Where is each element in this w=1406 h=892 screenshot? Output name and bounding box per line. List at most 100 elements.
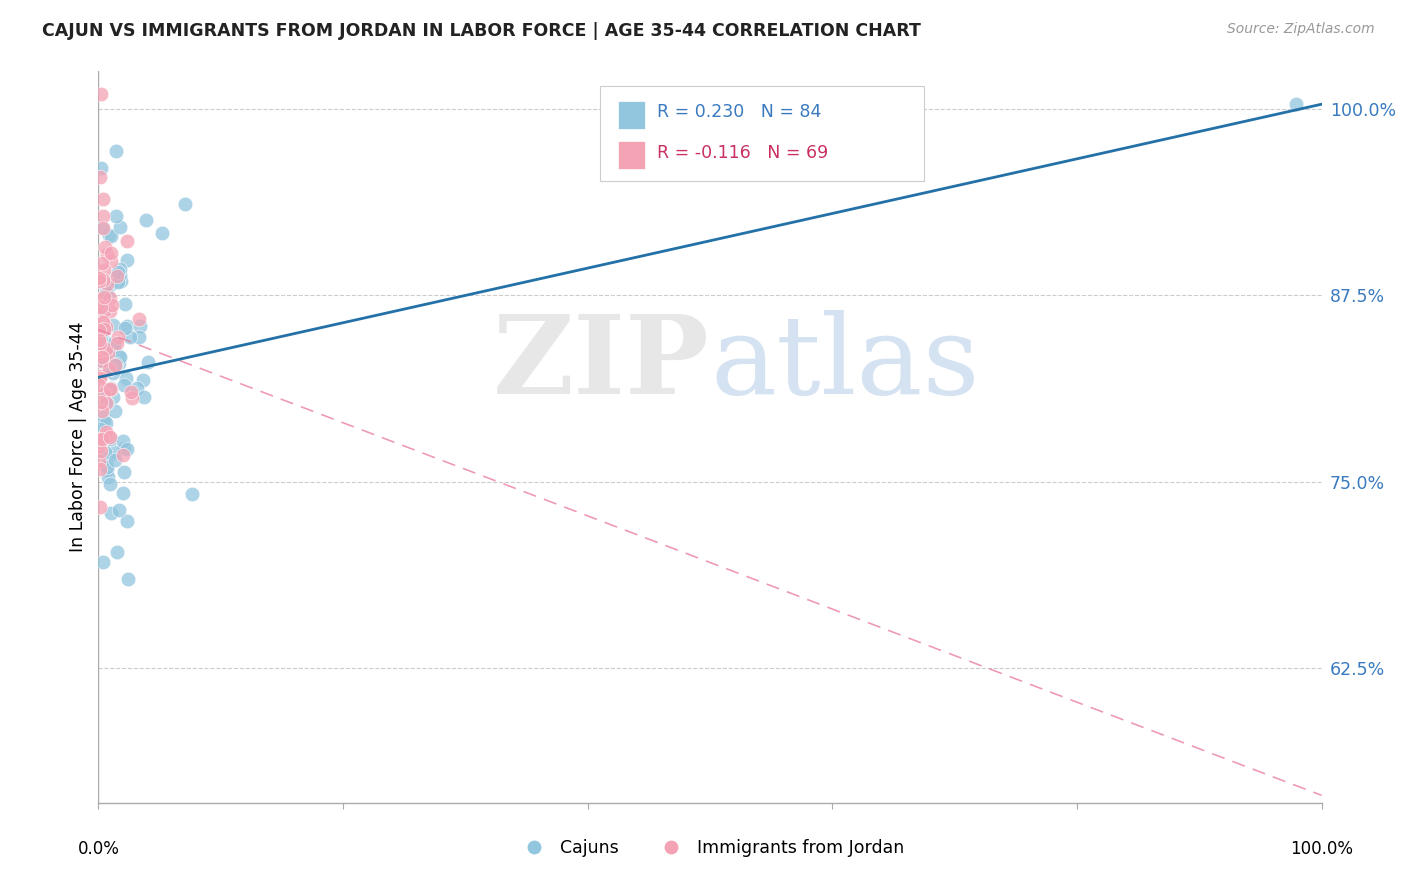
Point — [108, 220, 131, 235]
Point — [93, 322, 115, 336]
Point — [96, 396, 118, 410]
Point — [89, 170, 111, 185]
Point — [1285, 97, 1308, 112]
Point — [90, 328, 112, 343]
Point — [89, 440, 111, 454]
Point — [87, 432, 110, 446]
Point — [87, 439, 110, 453]
Point — [132, 374, 155, 388]
Point — [115, 370, 138, 384]
Point — [93, 387, 115, 401]
Point — [110, 274, 132, 288]
Point — [105, 545, 128, 559]
Point — [100, 380, 122, 394]
Point — [115, 253, 138, 268]
Point — [87, 299, 110, 313]
Point — [101, 318, 124, 332]
Point — [96, 459, 118, 474]
Point — [117, 234, 139, 248]
Point — [98, 361, 121, 376]
Point — [91, 351, 114, 365]
Point — [114, 297, 136, 311]
Point — [91, 440, 114, 454]
Point — [90, 334, 112, 348]
Point — [94, 425, 117, 439]
Point — [93, 410, 115, 425]
Point — [98, 382, 121, 396]
Point — [94, 445, 117, 459]
Point — [110, 268, 132, 283]
Point — [93, 263, 115, 277]
Point — [120, 330, 142, 344]
Point — [128, 311, 150, 326]
Point — [90, 444, 112, 458]
Point — [103, 453, 125, 467]
Point — [90, 395, 112, 409]
Point — [108, 350, 131, 364]
Point — [108, 355, 131, 369]
Point — [105, 336, 128, 351]
Point — [89, 368, 111, 383]
Point — [91, 340, 114, 354]
Point — [103, 336, 125, 351]
Point — [87, 435, 110, 450]
Point — [108, 349, 131, 363]
Point — [93, 290, 115, 304]
Point — [93, 414, 115, 428]
Point — [91, 273, 114, 287]
Point — [93, 304, 115, 318]
Point — [104, 358, 127, 372]
Point — [98, 291, 121, 305]
Point — [112, 465, 135, 479]
Point — [100, 246, 122, 260]
Legend: Cajuns, Immigrants from Jordan: Cajuns, Immigrants from Jordan — [509, 831, 911, 863]
Point — [97, 288, 120, 302]
Point — [100, 506, 122, 520]
Point — [91, 192, 114, 206]
Point — [100, 228, 122, 243]
Point — [96, 463, 118, 477]
Point — [96, 247, 118, 261]
Point — [87, 343, 110, 357]
Point — [90, 161, 112, 176]
Text: R = 0.230   N = 84: R = 0.230 N = 84 — [658, 103, 821, 121]
Point — [96, 285, 118, 299]
Point — [107, 265, 129, 279]
Point — [89, 422, 111, 436]
Bar — [619, 102, 645, 129]
Point — [100, 253, 122, 268]
Point — [98, 477, 121, 491]
Point — [135, 213, 157, 227]
Point — [103, 367, 125, 381]
Point — [112, 441, 135, 455]
Point — [104, 404, 127, 418]
Point — [97, 346, 120, 360]
Point — [104, 444, 127, 458]
Text: 100.0%: 100.0% — [1291, 840, 1353, 858]
Point — [89, 454, 111, 468]
Point — [105, 357, 128, 371]
Point — [111, 434, 134, 449]
Point — [91, 354, 114, 368]
Point — [115, 319, 138, 334]
Point — [91, 555, 114, 569]
Point — [111, 449, 134, 463]
Point — [89, 333, 111, 347]
Point — [98, 362, 121, 376]
Point — [89, 424, 111, 438]
Point — [90, 433, 112, 447]
Text: 0.0%: 0.0% — [77, 840, 120, 858]
Point — [89, 443, 111, 458]
Point — [89, 339, 111, 353]
Point — [174, 197, 197, 211]
Point — [91, 404, 114, 418]
Point — [128, 330, 150, 344]
Point — [101, 298, 124, 312]
Point — [105, 268, 128, 283]
FancyBboxPatch shape — [600, 86, 924, 181]
Point — [105, 209, 128, 223]
Point — [103, 340, 125, 354]
Point — [125, 381, 148, 395]
Point — [107, 330, 129, 344]
Point — [93, 304, 115, 318]
